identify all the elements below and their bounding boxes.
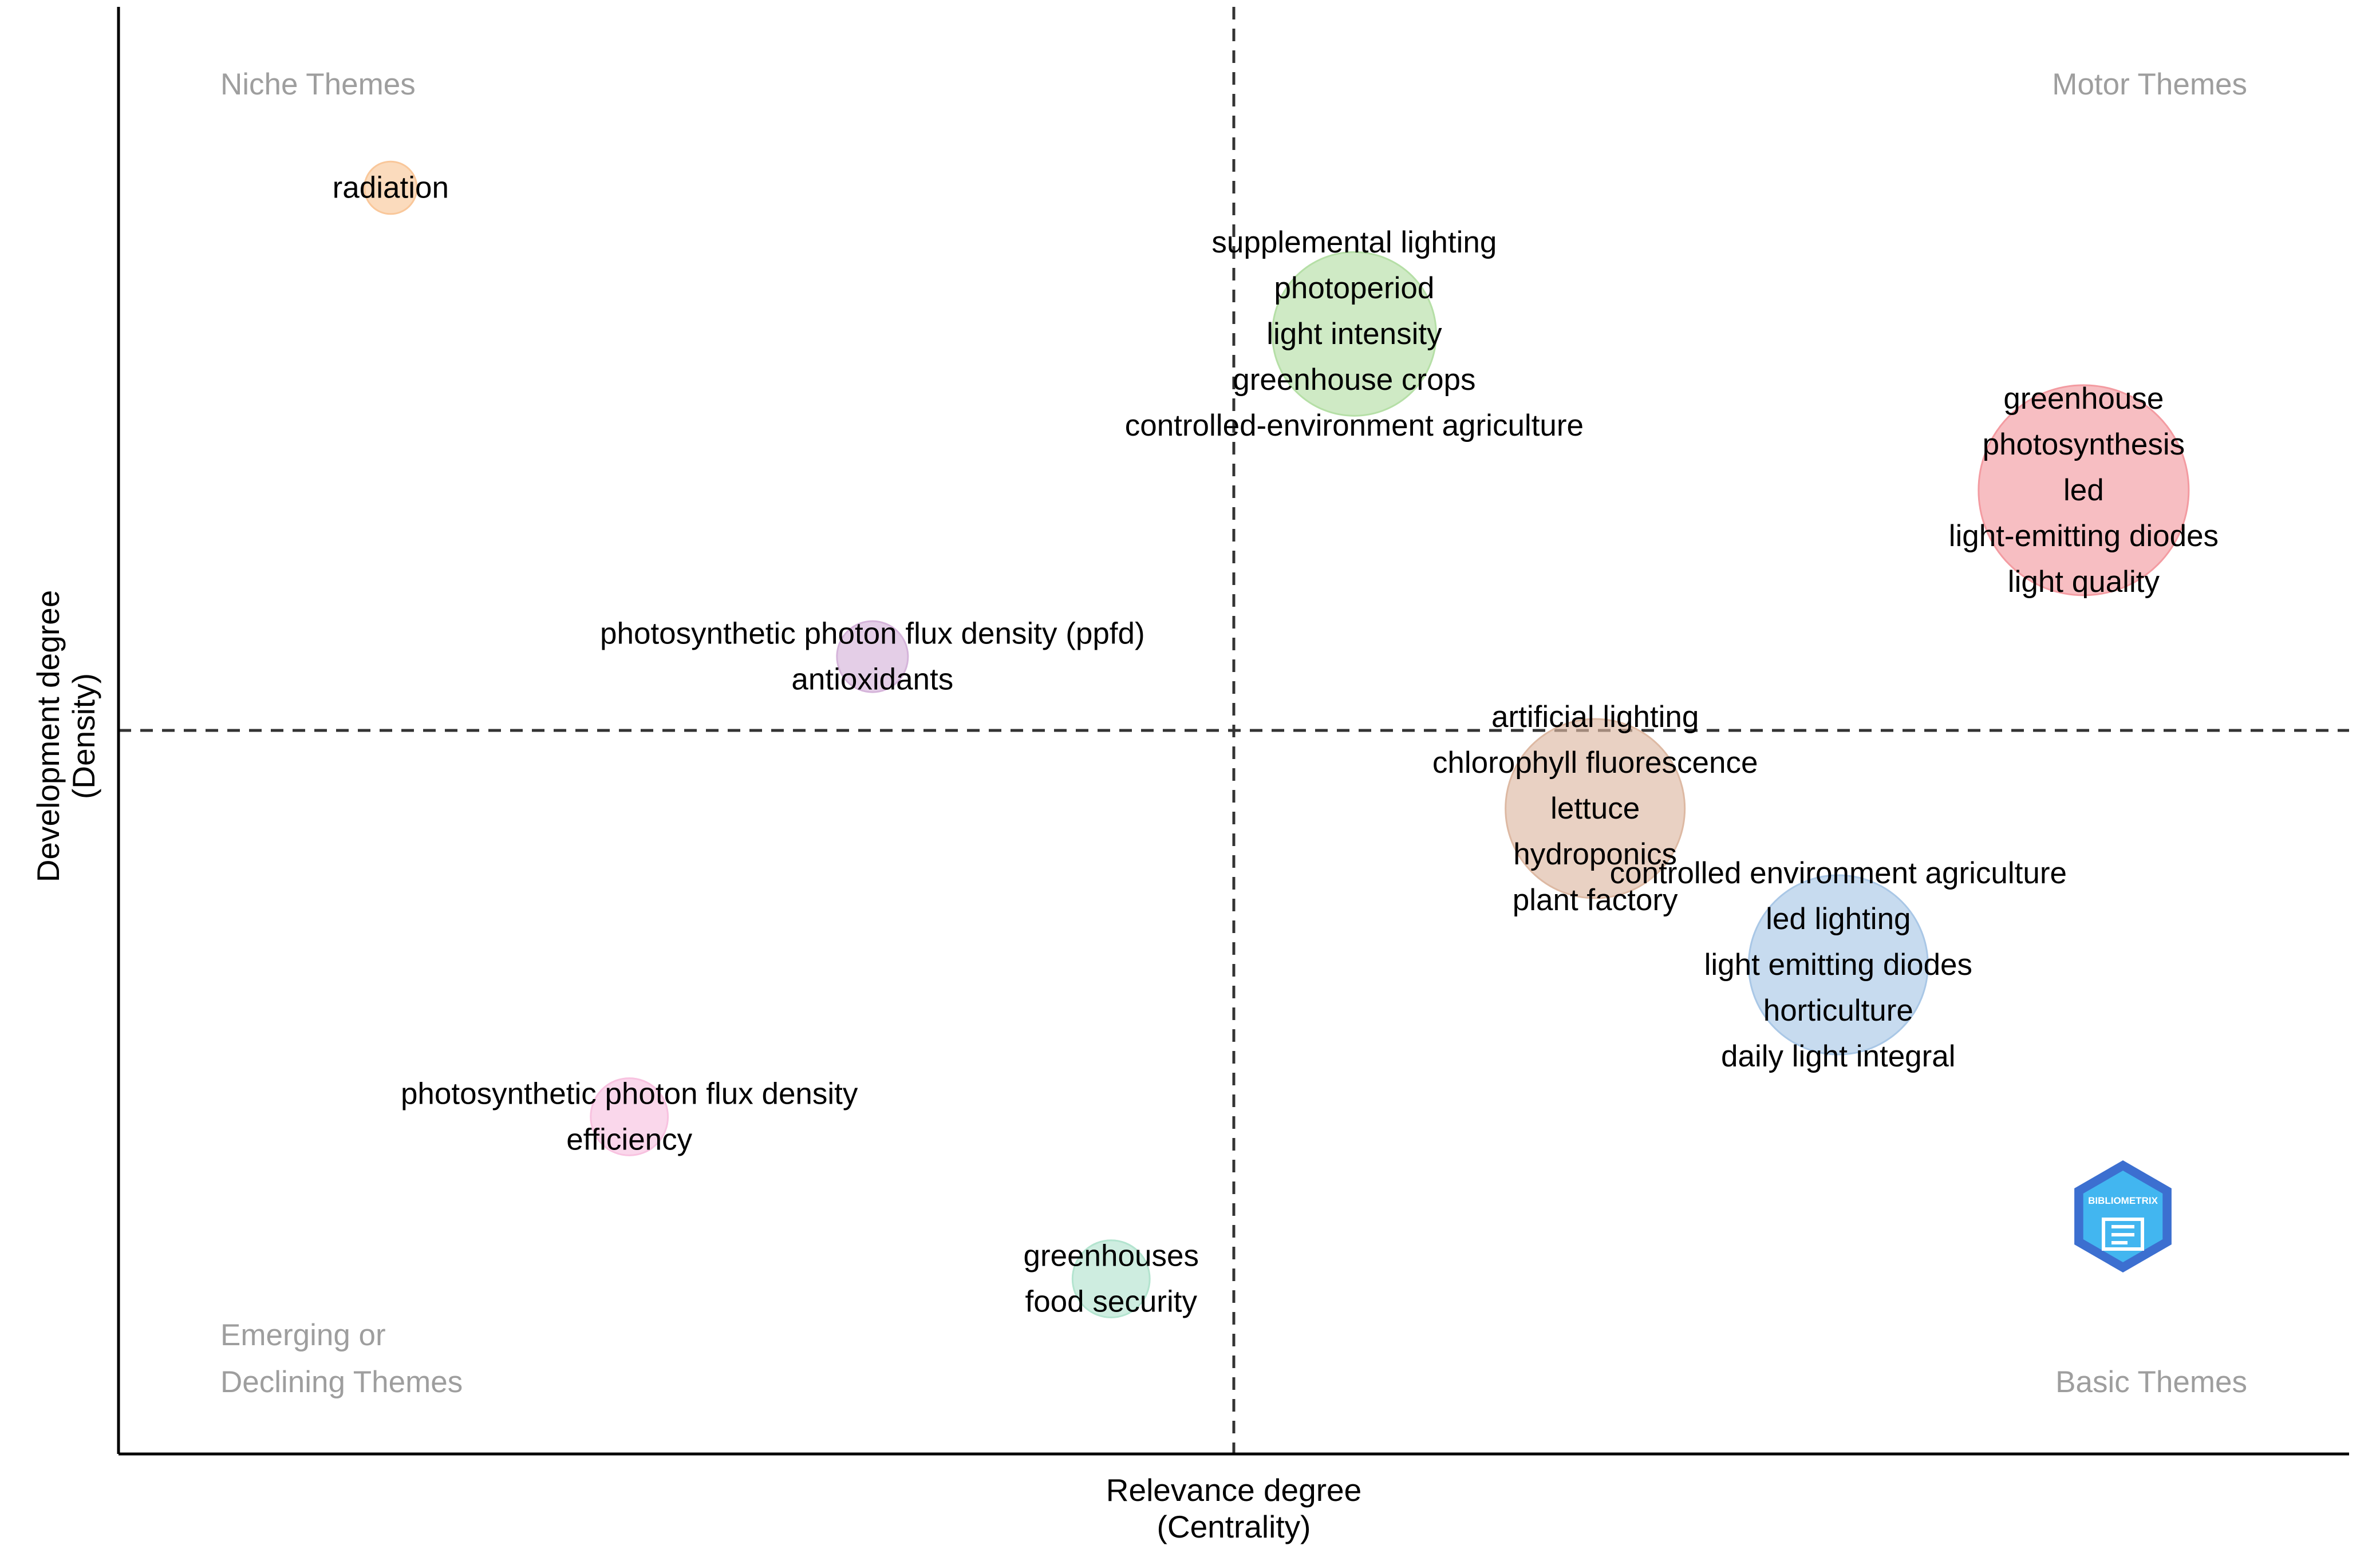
cluster-bubble [1505,718,1686,899]
cluster-label: controlled environment agriculture [1610,856,2067,890]
cluster-label: led lighting [1766,902,1911,936]
cluster-label: radiation [333,171,449,205]
y-axis-subtitle: (Density) [66,673,101,799]
cluster-bubble [364,160,418,215]
x-axis-title: Relevance degree [1106,1472,1361,1508]
cluster-label: greenhouse [2003,382,2164,416]
cluster-label: antioxidants [791,663,953,697]
x-axis-subtitle: (Centrality) [1157,1509,1311,1544]
cluster-label: light intensity [1266,317,1442,351]
cluster-label: greenhouse crops [1233,363,1475,397]
quadrant-labels: Niche Themes Motor Themes Emerging or Decli… [220,68,2247,1399]
cluster-bubble [836,620,909,693]
cluster-label: artificial lighting [1491,700,1699,734]
cluster-label: led [2063,473,2104,507]
cluster-label: lettuce [1550,792,1640,825]
axis-titles: Relevance degree (Centrality) Developmen… [30,590,1361,1544]
cluster-label: chlorophyll fluorescence [1432,746,1758,780]
cluster-bubble [1071,1239,1151,1319]
plot-axes [117,7,2349,1456]
quadrant-label: Emerging or [220,1318,386,1352]
cluster-label: photosynthetic photon flux density [401,1077,858,1111]
cluster-bubble [1747,874,1929,1056]
cluster-bubble [590,1077,669,1156]
cluster-label: controlled-environment agriculture [1125,409,1584,442]
bibliometrix-logo: BIBLIOMETRIX [2074,1160,2172,1273]
cluster-label: photosynthesis [1983,428,2185,461]
cluster-labels: radiation supplemental lighting photoperio… [333,171,2219,1319]
cluster-label: efficiency [566,1123,692,1156]
cluster-label: horticulture [1763,994,1913,1028]
cluster-bubble [1978,384,2190,596]
cluster-label: plant factory [1513,883,1678,917]
cluster-label: photoperiod [1274,271,1434,305]
quadrant-label: Motor Themes [2052,68,2247,101]
cluster-bubbles [364,160,2190,1319]
cluster-label: daily light integral [1721,1040,1956,1073]
logo-wordmark: BIBLIOMETRIX [2088,1195,2158,1206]
cluster-label: food security [1025,1285,1197,1319]
cluster-label: greenhouses [1023,1239,1198,1273]
cluster-label: light quality [2008,565,2160,599]
cluster-label: light-emitting diodes [1949,519,2219,553]
logo-book-icon [2102,1218,2144,1251]
cluster-bubble [1271,251,1437,417]
cluster-label: supplemental lighting [1211,226,1497,259]
cluster-label: hydroponics [1513,837,1677,871]
quadrant-guides [119,7,2349,1454]
cluster-label: light emitting diodes [1704,948,1972,982]
quadrant-label: Declining Themes [220,1365,463,1399]
y-axis-title: Development degree [30,590,66,883]
quadrant-label: Basic Themes [2055,1365,2247,1399]
cluster-label: photosynthetic photon flux density (ppfd… [600,617,1145,651]
quadrant-label: Niche Themes [220,68,416,101]
